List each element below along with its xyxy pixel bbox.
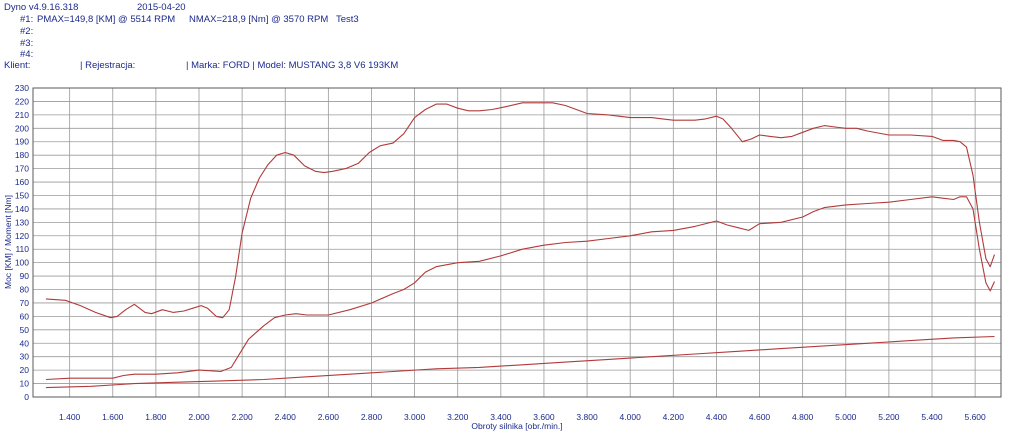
y-tick-label: 20 <box>20 365 30 375</box>
series-line-3 <box>45 335 995 389</box>
y-tick-label: 170 <box>15 164 29 174</box>
run1-label: #1: <box>20 14 34 25</box>
y-axis-label: Moc [KM] / Moment [Nm] <box>3 195 13 289</box>
x-tick-label: 3.600 <box>533 412 555 422</box>
x-tick-label: 4.800 <box>792 412 814 422</box>
x-tick-label: 5.400 <box>921 412 943 422</box>
x-tick-label: 2.600 <box>318 412 340 422</box>
y-tick-label: 220 <box>15 96 29 106</box>
plot-frame <box>32 87 1002 398</box>
run2-label: #2: <box>20 26 34 37</box>
y-tick-label: 50 <box>20 325 30 335</box>
run1-name: Test3 <box>336 14 359 25</box>
x-tick-label: 1.800 <box>145 412 167 422</box>
x-axis-ticks: 1.400 1.600 1.800 2.000 2.200 2.400 2.600 2.800… <box>59 412 986 422</box>
series-lines <box>45 102 996 389</box>
test-date: 2015-04-20 <box>137 2 186 13</box>
x-tick-label: 3.000 <box>404 412 426 422</box>
x-tick-label: 5.200 <box>878 412 900 422</box>
x-tick-label: 4.000 <box>620 412 642 422</box>
registration-label: | Rejestracja: <box>80 60 136 71</box>
y-tick-label: 230 <box>15 83 29 93</box>
y-tick-label: 190 <box>15 137 29 147</box>
y-tick-label: 100 <box>15 258 29 268</box>
x-axis-label: Obroty silnika [obr./min.] <box>471 421 562 431</box>
x-tick-label: 4.400 <box>706 412 728 422</box>
run3-label: #3: <box>20 38 34 49</box>
y-tick-label: 210 <box>15 110 29 120</box>
y-tick-label: 70 <box>20 298 30 308</box>
y-tick-label: 180 <box>15 150 29 160</box>
x-tick-label: 3.800 <box>576 412 598 422</box>
x-tick-label: 1.400 <box>59 412 81 422</box>
y-tick-label: 130 <box>15 217 29 227</box>
x-tick-label: 5.600 <box>964 412 986 422</box>
y-tick-label: 120 <box>15 231 29 241</box>
x-tick-label: 2.400 <box>275 412 297 422</box>
series-line-1 <box>45 102 996 319</box>
y-tick-label: 0 <box>24 392 29 402</box>
y-tick-label: 80 <box>20 285 30 295</box>
run4-label: #4: <box>20 49 34 60</box>
x-tick-label: 4.200 <box>663 412 685 422</box>
x-tick-label: 2.800 <box>361 412 383 422</box>
series-line-2 <box>45 196 996 381</box>
x-tick-label: 4.600 <box>749 412 771 422</box>
x-tick-label: 2.000 <box>188 412 210 422</box>
x-tick-label: 1.600 <box>102 412 124 422</box>
app-version: Dyno v4.9.16.318 <box>4 2 79 13</box>
y-tick-label: 110 <box>15 244 29 254</box>
chart-grid <box>33 87 1001 398</box>
y-tick-label: 60 <box>20 311 30 321</box>
y-tick-label: 90 <box>20 271 30 281</box>
make-model-label: | Marka: FORD | Model: MUSTANG 3,8 V6 19… <box>186 60 399 71</box>
x-tick-label: 3.400 <box>490 412 512 422</box>
y-tick-label: 140 <box>15 204 29 214</box>
y-tick-label: 10 <box>20 379 30 389</box>
x-tick-label: 2.200 <box>231 412 253 422</box>
y-tick-label: 30 <box>20 352 30 362</box>
y-tick-label: 200 <box>15 123 29 133</box>
y-tick-label: 40 <box>20 338 30 348</box>
run1-nmax: NMAX=218,9 [Nm] @ 3570 RPM <box>189 14 329 25</box>
y-tick-label: 160 <box>15 177 29 187</box>
y-tick-label: 150 <box>15 190 29 200</box>
x-tick-label: 3.200 <box>447 412 469 422</box>
x-tick-label: 5.000 <box>835 412 857 422</box>
y-axis-ticks: 0 10 20 30 40 50 60 70 80 90 100 110 120 130 140 150 160… <box>15 83 29 402</box>
client-label: Klient: <box>4 60 31 71</box>
run1-pmax: PMAX=149,8 [KM] @ 5514 RPM <box>37 14 176 25</box>
